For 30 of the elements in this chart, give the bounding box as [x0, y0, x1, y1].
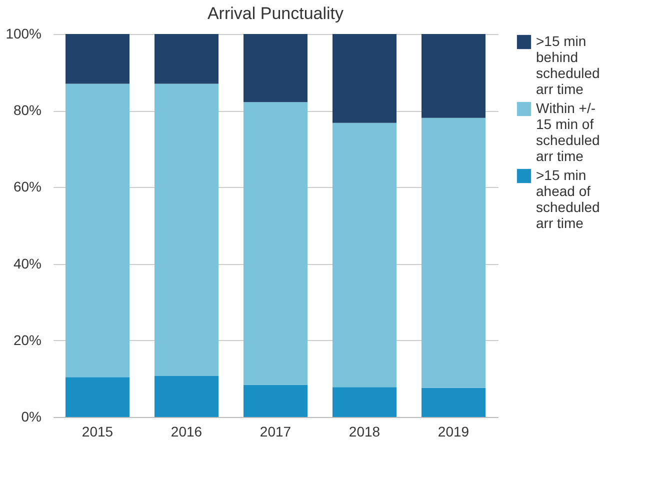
- bar: [66, 377, 130, 417]
- bar: [154, 84, 218, 376]
- y-tick-label: 80%: [13, 102, 42, 118]
- bar: [154, 34, 218, 84]
- legend-label: >15 min ahead of scheduled arr time: [536, 167, 600, 231]
- bar: [422, 34, 486, 118]
- y-tick-label: 0%: [21, 408, 42, 424]
- bar: [66, 34, 130, 84]
- bar: [244, 102, 308, 385]
- x-tick-label: 2018: [348, 424, 380, 440]
- bar: [244, 34, 308, 102]
- legend-label: >15 min behind scheduled arr time: [536, 33, 600, 97]
- x-tick-label: 2015: [82, 424, 114, 440]
- bar: [422, 118, 486, 388]
- legend-label: Within +/- 15 min of scheduled arr time: [536, 100, 600, 164]
- chart-title: Arrival Punctuality: [207, 4, 344, 23]
- bar: [422, 388, 486, 417]
- x-tick-label: 2019: [438, 424, 470, 440]
- bar: [244, 384, 308, 417]
- bar: [66, 84, 130, 378]
- bar: [332, 122, 396, 388]
- bar: [154, 376, 218, 417]
- y-tick-label: 40%: [13, 255, 42, 272]
- x-tick-label: 2017: [260, 424, 292, 440]
- bar: [332, 387, 396, 417]
- y-tick-label: 20%: [13, 332, 42, 348]
- x-tick-label: 2016: [170, 424, 202, 440]
- y-tick-label: 100%: [6, 26, 42, 42]
- bar: [332, 34, 396, 123]
- y-tick-label: 60%: [13, 178, 42, 195]
